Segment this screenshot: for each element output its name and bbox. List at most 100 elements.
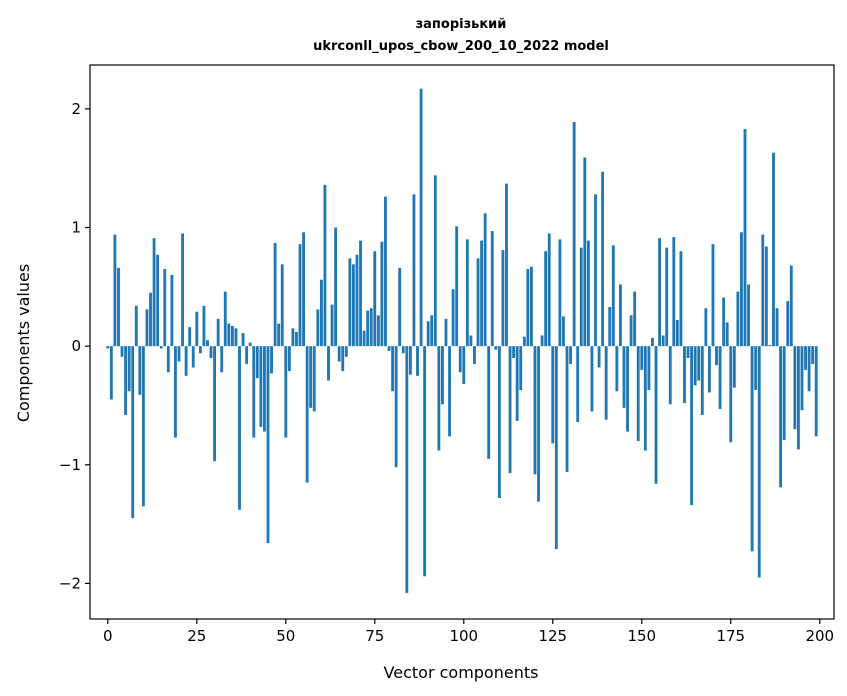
bar — [551, 346, 555, 444]
bar — [312, 346, 316, 412]
bar — [273, 242, 277, 347]
bar — [156, 254, 160, 347]
bar — [579, 247, 583, 347]
bar — [170, 274, 174, 347]
bar — [804, 346, 807, 370]
bar — [636, 346, 640, 442]
bar — [109, 346, 113, 400]
bar — [487, 346, 491, 459]
bar — [405, 346, 409, 593]
bar — [754, 346, 758, 391]
bar — [622, 346, 626, 408]
x-tick-label: 125 — [538, 627, 567, 645]
bar — [266, 346, 270, 544]
bar — [668, 346, 672, 405]
bar — [394, 346, 398, 468]
bar — [473, 346, 476, 364]
bar — [138, 346, 142, 395]
bar — [729, 346, 733, 443]
bar — [287, 346, 291, 372]
bar — [736, 291, 740, 347]
bar — [177, 346, 181, 362]
bar — [772, 152, 775, 347]
bar — [786, 301, 790, 347]
bar — [672, 237, 676, 347]
bar — [594, 194, 597, 347]
bar — [505, 183, 508, 347]
bar — [284, 346, 288, 438]
bar — [380, 241, 384, 347]
bar — [533, 346, 537, 475]
y-tick-label: 1 — [71, 219, 81, 237]
bar — [295, 331, 298, 347]
bar — [679, 251, 683, 347]
bar — [547, 233, 551, 347]
bar — [807, 346, 811, 392]
bar — [263, 346, 266, 432]
bar — [230, 325, 234, 347]
bar — [209, 346, 213, 359]
x-tick-label: 50 — [276, 627, 295, 645]
bar — [391, 346, 395, 392]
bar — [352, 264, 355, 347]
bar — [330, 304, 334, 347]
bar — [704, 308, 708, 347]
bar — [451, 289, 455, 347]
bar — [512, 346, 516, 359]
bar — [469, 335, 473, 347]
bar — [195, 311, 199, 347]
bar — [750, 346, 754, 552]
bar — [722, 297, 726, 347]
bar — [248, 342, 252, 347]
bar — [562, 316, 565, 347]
bar — [401, 346, 405, 354]
bar — [462, 346, 466, 385]
bar — [661, 335, 665, 347]
bar — [658, 238, 661, 347]
x-axis-label: Vector components — [384, 663, 539, 682]
bar — [419, 88, 423, 347]
bar — [515, 346, 519, 421]
bar — [529, 266, 533, 347]
bar — [633, 291, 637, 347]
bar — [188, 327, 192, 347]
bar — [181, 233, 184, 347]
bar — [191, 346, 195, 368]
bar — [387, 346, 391, 351]
bar — [277, 323, 281, 347]
bars-group — [106, 88, 818, 593]
bar — [675, 320, 679, 347]
bar — [252, 346, 256, 438]
x-tick-label: 25 — [187, 627, 206, 645]
bar — [270, 346, 273, 374]
bar — [412, 194, 416, 347]
bar — [732, 346, 736, 388]
bar — [629, 315, 633, 347]
bar — [711, 244, 715, 347]
bar — [437, 346, 441, 451]
y-tick-label: 0 — [71, 337, 81, 355]
bar — [490, 231, 494, 347]
y-tick-label: −2 — [59, 574, 81, 592]
bar — [302, 232, 306, 347]
bar — [366, 310, 370, 347]
bar — [376, 315, 380, 347]
bar — [316, 309, 320, 347]
bar — [569, 346, 572, 364]
bar — [127, 346, 131, 392]
bar — [558, 239, 562, 347]
bar — [501, 250, 505, 347]
y-tick-label: 2 — [71, 100, 81, 118]
x-tick-label: 100 — [449, 627, 478, 645]
bar — [152, 238, 156, 347]
bar — [309, 346, 313, 408]
bar — [651, 337, 654, 347]
bar — [134, 305, 138, 347]
x-tick-label: 175 — [716, 627, 745, 645]
bar — [526, 269, 530, 347]
bar — [761, 234, 765, 347]
bar — [131, 346, 135, 519]
bar — [241, 333, 245, 347]
bar — [743, 129, 747, 347]
bar — [373, 251, 377, 347]
